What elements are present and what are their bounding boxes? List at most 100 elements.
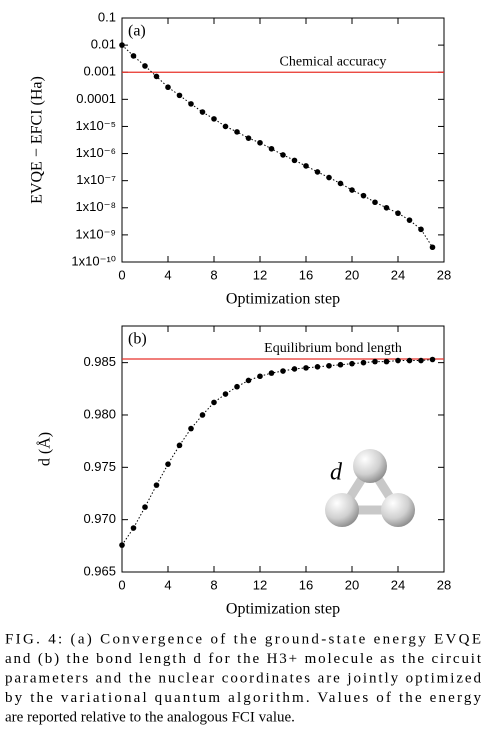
data-point [429, 356, 436, 363]
x-tick-label: 12 [253, 577, 267, 592]
x-tick-label: 4 [164, 267, 171, 282]
plot-frame [121, 17, 445, 263]
data-point [188, 101, 194, 107]
data-point [291, 366, 298, 372]
data-point [234, 383, 240, 390]
reference-label: Chemical accuracy [280, 54, 387, 69]
data-point [257, 373, 263, 380]
data-point [245, 135, 252, 141]
x-tick-label: 0 [118, 267, 125, 282]
data-point [303, 163, 309, 169]
caption-line: parameters and the nuclear coordinates a… [5, 670, 482, 686]
caption-line: are reported relative to the analogous F… [5, 709, 295, 725]
y-tick-label: 0.980 [83, 406, 116, 421]
x-tick-label: 8 [210, 577, 217, 592]
data-point [349, 360, 355, 367]
y-tick-label: 0.965 [83, 563, 116, 578]
data-point [395, 210, 401, 217]
caption-line: and (b) the bond length d for the H3+ mo… [5, 651, 482, 667]
trend-line [121, 44, 433, 248]
data-point [418, 226, 424, 233]
data-point [372, 199, 378, 206]
data-point [199, 109, 206, 115]
y-tick-label: 1x10⁻¹⁰ [71, 253, 116, 268]
data-point [130, 525, 137, 531]
data-point [165, 461, 171, 467]
data-point [119, 542, 125, 548]
data-point [211, 399, 217, 406]
x-tick-label: 28 [437, 267, 451, 282]
y-tick-label: 1x10⁻⁵ [76, 118, 116, 133]
x-axis-label: Optimization step [226, 601, 340, 618]
x-tick-label: 20 [345, 577, 359, 592]
reference-label: Equilibrium bond length [264, 341, 402, 356]
data-point [303, 365, 309, 371]
data-point [383, 204, 390, 211]
plot-frame [121, 325, 445, 573]
data-point [165, 84, 171, 91]
data-point [406, 217, 413, 223]
y-tick-label: 0.01 [91, 37, 116, 52]
data-point [326, 362, 332, 369]
data-point [257, 139, 263, 146]
y-tick-label: 0.0001 [76, 91, 116, 106]
data-point [280, 368, 286, 374]
data-point [395, 357, 401, 364]
panel-label: (b) [128, 331, 147, 348]
x-axis-label: Optimization step [226, 291, 340, 308]
data-point [188, 425, 194, 432]
data-point [222, 391, 229, 397]
data-point [142, 63, 148, 69]
data-point [268, 370, 275, 376]
data-point [314, 364, 321, 370]
y-tick-label: 1x10⁻⁹ [75, 226, 116, 241]
molecule-label: d [330, 460, 343, 486]
data-point [211, 116, 217, 122]
data-point [406, 357, 413, 364]
data-point [119, 42, 125, 48]
data-point [234, 129, 240, 135]
data-point [349, 187, 355, 193]
x-tick-label: 0 [118, 577, 125, 592]
panel-label: (a) [128, 23, 146, 40]
y-axis-label: EVQE − EFCI (Ha) [29, 76, 46, 204]
data-point [360, 192, 367, 199]
data-point [360, 359, 367, 366]
y-tick-label: 1x10⁻⁶ [76, 145, 116, 160]
data-point [326, 174, 332, 181]
data-point [337, 180, 344, 187]
data-point [176, 92, 183, 99]
y-tick-label: 1x10⁻⁷ [76, 172, 116, 187]
data-point [142, 504, 148, 510]
data-point [372, 358, 378, 365]
x-tick-label: 24 [391, 267, 405, 282]
y-tick-label: 1x10⁻⁸ [75, 199, 116, 214]
x-tick-label: 16 [299, 267, 313, 282]
y-axis-label: d (Å) [36, 432, 54, 466]
x-tick-label: 24 [391, 577, 405, 592]
data-point [383, 358, 390, 365]
x-tick-label: 20 [345, 267, 359, 282]
caption-line: by the variational quantum algorithm. Va… [5, 690, 481, 706]
data-point [280, 152, 286, 158]
data-point [130, 53, 137, 59]
x-tick-label: 8 [210, 267, 217, 282]
data-point [429, 244, 436, 251]
data-point [268, 145, 275, 152]
data-point [222, 123, 229, 130]
data-point [291, 157, 298, 164]
data-point [418, 357, 424, 364]
data-point [245, 377, 252, 384]
y-tick-label: 0.1 [98, 9, 116, 24]
x-tick-label: 4 [164, 577, 171, 592]
x-tick-label: 28 [437, 577, 451, 592]
x-tick-label: 16 [299, 577, 313, 592]
data-point [199, 412, 206, 418]
data-point [176, 442, 183, 449]
caption-line: FIG. 4: (a) Convergence of the ground-st… [5, 631, 481, 647]
y-tick-label: 0.985 [83, 354, 116, 369]
molecule-icon [325, 449, 415, 527]
y-tick-label: 0.975 [83, 459, 116, 474]
y-tick-label: 0.001 [83, 64, 116, 79]
